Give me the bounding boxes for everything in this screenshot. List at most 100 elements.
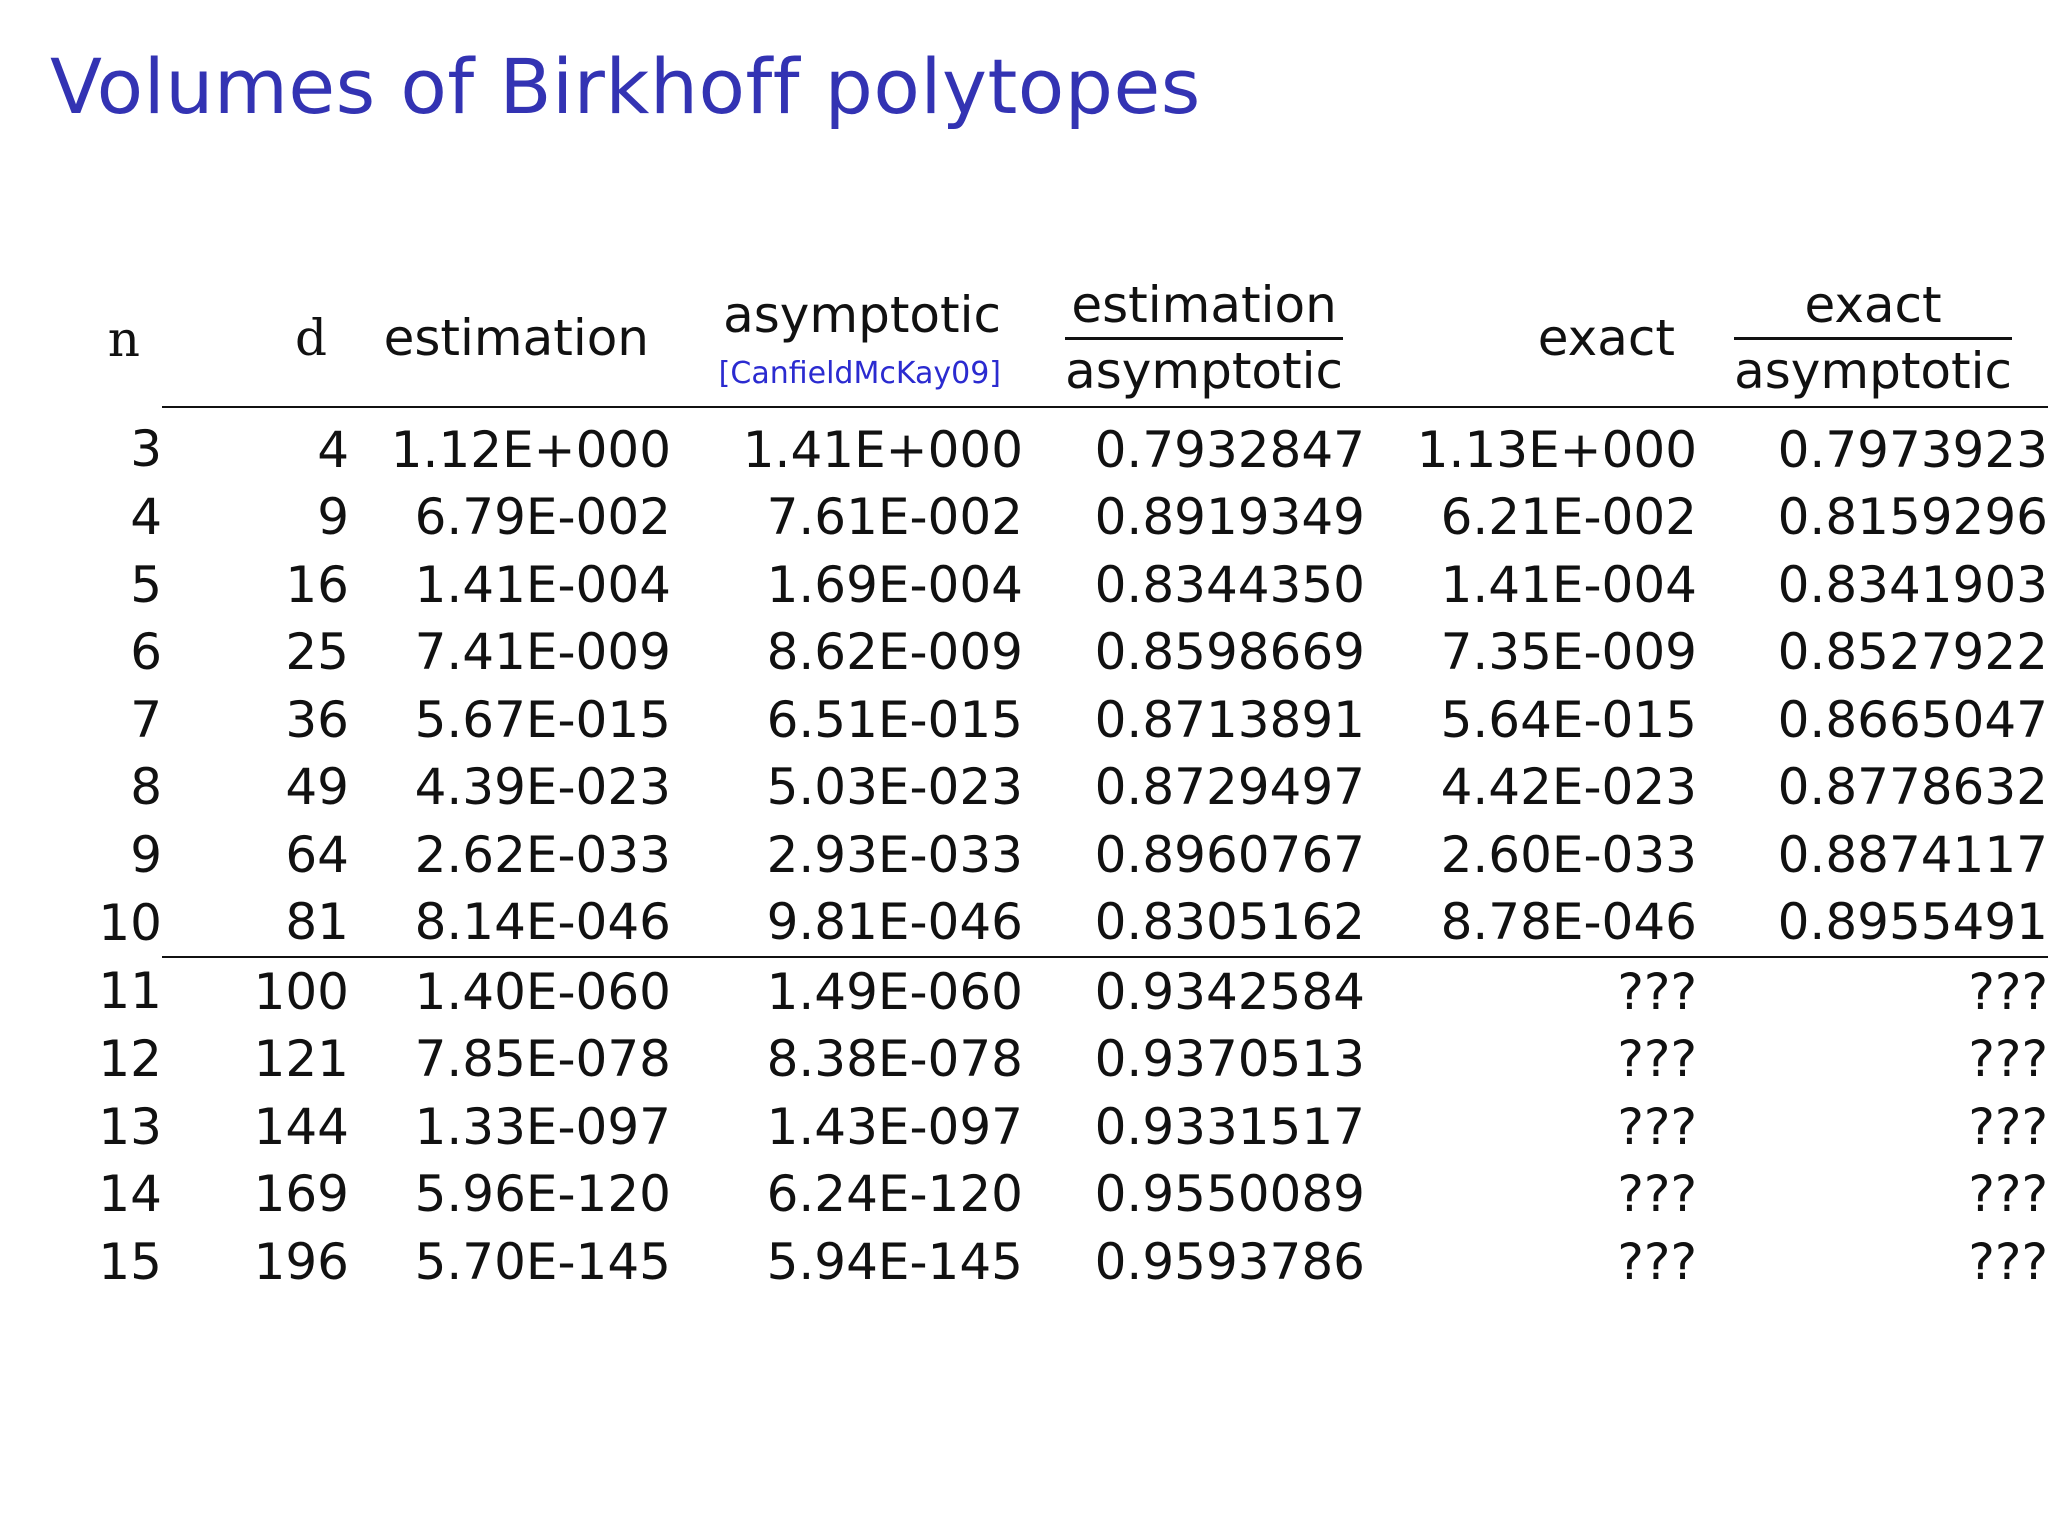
cell-exact: 8.78E-046 [1440,893,1697,952]
cell-ratio-exact-asymptotic: ??? [1697,956,2048,1026]
cell-ratio-exact-asymptotic: 0.8341903 [1777,555,2048,614]
cell-estimation: 4.39E-023 [414,758,671,817]
header-row: n d estimation asymptotic [CanfieldMcKay… [62,270,2048,407]
cell-ratio-exact-asymptotic: 0.8527922 [1777,623,2048,682]
cell-asymptotic: 1.49E-060 [671,956,1023,1026]
table-row: 13 144 1.33E-097 1.43E-097 0.9331517?????? [62,1093,2048,1161]
cell-n: 4 [130,488,162,547]
header-asymptotic-label: asymptotic [723,286,1001,344]
cell-ratio-exact-asymptotic: ??? [1968,1232,2048,1291]
cell-n: 13 [98,1097,162,1156]
cell-asymptotic: 9.81E-046 [766,893,1023,952]
cell-n: 10 [98,893,162,952]
cell-ratio-estimation-asymptotic: 0.8729497 [1094,758,1365,817]
table-body: 3 4 1.12E+000 1.41E+000 0.7932847 1.13E+000 0.… [62,406,2048,1296]
cell-ratio-estimation-asymptotic: 0.8919349 [1094,488,1365,547]
cell-ratio-estimation-asymptotic: 0.9331517 [1094,1097,1365,1156]
volumes-table-container: n d estimation asymptotic [CanfieldMcKay… [62,270,2048,1296]
cell-estimation: 2.62E-033 [414,825,671,884]
cell-n: 8 [130,758,162,817]
cell-exact: ??? [1617,1165,1697,1224]
table-row: 3 4 1.12E+000 1.41E+000 0.7932847 1.13E+000 0.… [62,406,2048,484]
cell-ratio-exact-asymptotic: 0.7973923 [1697,406,2048,484]
cell-estimation: 7.85E-078 [414,1030,671,1089]
cell-ratio-exact-asymptotic: 0.8778632 [1777,758,2048,817]
fraction-estimation-asymptotic: estimation asymptotic [1065,277,1343,400]
cell-n: 3 [130,420,162,479]
cell-exact: 7.35E-009 [1440,623,1697,682]
cell-estimation: 1.41E-004 [414,555,671,614]
header-d-label: d [294,309,327,367]
cell-d: 144 [253,1097,349,1156]
cell-estimation: 1.33E-097 [414,1097,671,1156]
cell-exact: ??? [1617,1097,1697,1156]
table-row: 7 36 5.67E-015 6.51E-015 0.8713891 5.64E-015 0… [62,686,2048,754]
cell-ratio-estimation-asymptotic: 0.8598669 [1094,623,1365,682]
cell-d: 64 [285,825,349,884]
cell-exact: 6.21E-002 [1440,488,1697,547]
cell-estimation: 8.14E-046 [414,893,671,952]
fraction-denominator: asymptotic [1734,341,2012,400]
header-estimation: estimation [383,309,649,367]
header-d: d [162,270,349,407]
table-row: 5 16 1.41E-004 1.69E-004 0.8344350 1.41E-004 0… [62,551,2048,619]
cell-exact: 1.41E-004 [1440,555,1697,614]
cell-n: 7 [130,690,162,749]
cell-estimation: 1.40E-060 [349,956,671,1026]
cell-n: 5 [130,555,162,614]
cell-exact: ??? [1617,1232,1697,1291]
cell-ratio-exact-asymptotic: 0.8955491 [1777,893,2048,952]
cell-exact: 2.60E-033 [1440,825,1697,884]
table-row: 9 64 2.62E-033 2.93E-033 0.8960767 2.60E-033 0… [62,821,2048,889]
header-n: n [62,270,162,407]
header-exact-over-asymptotic: exact asymptotic [1697,270,2048,407]
cell-d: 100 [162,956,349,1026]
cell-estimation: 5.96E-120 [414,1165,671,1224]
cell-d: 9 [317,488,349,547]
cell-n: 15 [98,1232,162,1291]
header-n-label: n [107,309,140,368]
cell-asymptotic: 5.94E-145 [766,1232,1023,1291]
cell-ratio-estimation-asymptotic: 0.7932847 [1023,406,1365,484]
cell-n: 9 [130,825,162,884]
cell-ratio-exact-asymptotic: 0.8665047 [1777,690,2048,749]
cell-ratio-estimation-asymptotic: 0.9370513 [1094,1030,1365,1089]
cell-asymptotic: 1.41E+000 [671,406,1023,484]
slide-title: Volumes of Birkhoff polytopes [50,42,1201,131]
cell-d: 169 [253,1165,349,1224]
cell-exact: 4.42E-023 [1440,758,1697,817]
fraction-denominator: asymptotic [1065,341,1343,400]
cell-estimation: 1.12E+000 [349,406,671,484]
table-row: 6 25 7.41E-009 8.62E-009 0.8598669 7.35E-009 0… [62,619,2048,687]
cell-d: 4 [162,406,349,484]
table-row: 11 100 1.40E-060 1.49E-060 0.9342584?????? [62,956,2048,1026]
cell-n: 11 [98,962,162,1021]
fraction-exact-asymptotic: exact asymptotic [1734,277,2012,400]
cell-asymptotic: 1.43E-097 [766,1097,1023,1156]
cell-ratio-estimation-asymptotic: 0.9593786 [1094,1232,1365,1291]
cell-ratio-exact-asymptotic: 0.8874117 [1777,825,2048,884]
cell-d: 16 [285,555,349,614]
cell-asymptotic: 5.03E-023 [766,758,1023,817]
cell-ratio-estimation-asymptotic: 0.9342584 [1023,956,1365,1026]
citation-link[interactable]: [CanfieldMcKay09] [718,356,1001,391]
cell-n: 14 [98,1165,162,1224]
cell-asymptotic: 7.61E-002 [766,488,1023,547]
table-row: 14 169 5.96E-120 6.24E-120 0.9550089?????? [62,1161,2048,1229]
table-row: 12 121 7.85E-078 8.38E-078 0.9370513?????? [62,1026,2048,1094]
cell-asymptotic: 8.62E-009 [766,623,1023,682]
header-asymptotic: asymptotic [CanfieldMcKay09] [671,270,1023,407]
cell-ratio-exact-asymptotic: ??? [1968,1030,2048,1089]
cell-d: 81 [285,893,349,952]
volumes-table: n d estimation asymptotic [CanfieldMcKay… [62,270,2048,1296]
table-row: 8 49 4.39E-023 5.03E-023 0.8729497 4.42E-023 0… [62,754,2048,822]
table-row: 15 196 5.70E-145 5.94E-145 0.9593786?????? [62,1228,2048,1296]
cell-exact: ??? [1365,956,1697,1026]
cell-estimation: 7.41E-009 [414,623,671,682]
cell-ratio-estimation-asymptotic: 0.9550089 [1094,1165,1365,1224]
cell-ratio-estimation-asymptotic: 0.8344350 [1094,555,1365,614]
fraction-numerator: estimation [1065,277,1343,340]
header-asymptotic-block: asymptotic [CanfieldMcKay09] [719,285,1001,389]
fraction-numerator: exact [1734,277,2012,340]
cell-d: 121 [253,1030,349,1089]
